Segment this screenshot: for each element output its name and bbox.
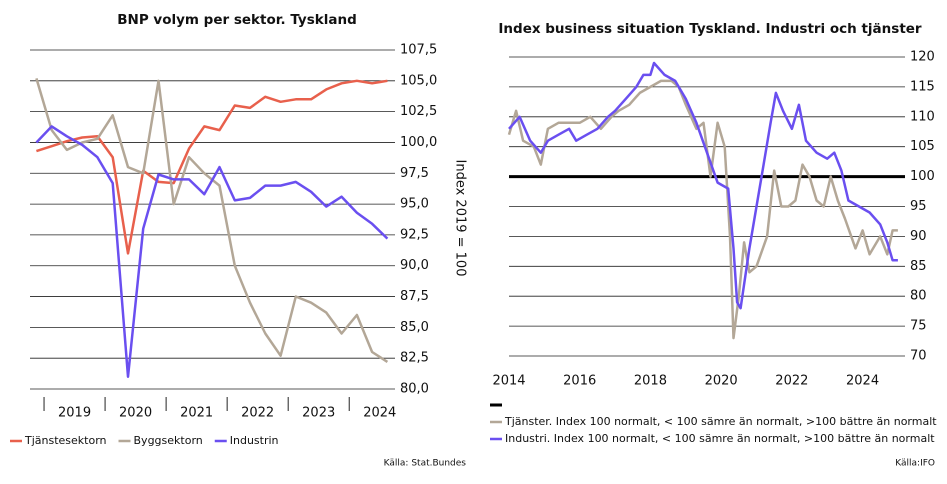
y-tick-label: 100,0: [400, 135, 437, 150]
y-tick-label: 97,5: [400, 166, 429, 181]
series-line: [508, 61, 898, 310]
chart-title: Index business situation Tyskland. Indus…: [498, 21, 922, 37]
y-tick-label: 87,5: [400, 289, 429, 304]
y-tick-label: 90,0: [400, 258, 429, 273]
series-line: [35, 78, 389, 363]
x-tick-label: 2018: [634, 374, 667, 389]
x-tick-label: 2020: [119, 406, 152, 421]
y-tick-label: 80: [910, 289, 927, 304]
y-tick-label: 82,5: [400, 351, 429, 366]
x-tick-label: 2022: [775, 374, 808, 389]
y-tick-label: 95,0: [400, 197, 429, 212]
y-tick-label: 105,0: [400, 73, 437, 88]
legend-label: Tjänstesektorn: [24, 434, 107, 447]
x-tick-label: 2019: [58, 406, 91, 421]
y-tick-label: 90: [910, 229, 927, 244]
x-tick-label: 2021: [180, 406, 213, 421]
y-tick-label: 100: [910, 169, 935, 184]
y-tick-label: 120: [910, 50, 935, 65]
x-tick-label: 2016: [563, 374, 596, 389]
y-tick-label: 75: [910, 319, 927, 334]
y-tick-label: 95: [910, 199, 927, 214]
source: Källa:IFO: [895, 459, 935, 469]
legend-label: Industrin: [230, 434, 279, 447]
y-tick-label: 110: [910, 109, 935, 124]
x-tick-label: 2022: [241, 406, 274, 421]
y-tick-label: 115: [910, 79, 935, 94]
x-tick-label: 2024: [363, 406, 396, 421]
series-line: [507, 79, 898, 340]
source: Källa: Stat.Bundes: [384, 459, 467, 469]
legend-label: Tjänster. Index 100 normalt, < 100 sämre…: [504, 415, 937, 428]
y-axis-label: Index 2019 = 100: [453, 160, 468, 277]
series-line: [36, 79, 388, 255]
x-tick-label: 2020: [705, 374, 738, 389]
x-tick-label: 2024: [846, 374, 879, 389]
y-tick-label: 105: [910, 139, 935, 154]
x-tick-label: 2014: [492, 374, 525, 389]
y-tick-label: 85: [910, 259, 927, 274]
y-tick-label: 102,5: [400, 104, 437, 119]
legend-label: Industri. Index 100 normalt, < 100 sämre…: [505, 432, 935, 445]
y-tick-label: 70: [910, 349, 927, 364]
series-line: [35, 125, 389, 378]
legend-label: Byggsektorn: [134, 434, 203, 447]
y-tick-label: 107,5: [400, 43, 437, 58]
y-tick-label: 92,5: [400, 227, 429, 242]
y-tick-label: 80,0: [400, 382, 429, 397]
x-tick-label: 2023: [302, 406, 335, 421]
y-tick-label: 85,0: [400, 320, 429, 335]
chart-title: BNP volym per sektor. Tyskland: [117, 12, 357, 28]
